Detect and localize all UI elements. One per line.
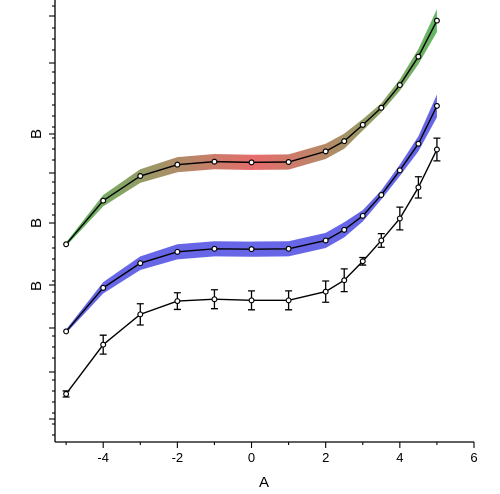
data-point [137,173,144,180]
y-axis-title-lower: B [28,281,45,291]
data-point [396,167,403,174]
axes: -4 -2 0 2 4 6 [49,0,478,465]
data-point [174,248,181,255]
data-point [433,146,440,153]
x-tick-label: 2 [322,450,329,465]
data-point [359,121,366,128]
y-axis-title-upper: B [28,129,45,139]
data-point [378,237,385,244]
data-point [248,297,255,304]
data-point [341,226,348,233]
data-point [322,237,329,244]
data-point [433,17,440,24]
data-point [396,82,403,89]
x-axis-title: A [259,474,269,491]
data-point [285,297,292,304]
data-point [341,138,348,145]
data-point [341,277,348,284]
data-markers [63,17,440,397]
data-point [100,284,107,291]
data-point [137,311,144,318]
data-point [322,288,329,295]
error-bands [66,9,437,334]
x-tick-label: 0 [248,450,255,465]
data-point [359,212,366,219]
x-tick-label: -2 [172,450,184,465]
data-point [378,104,385,111]
error-bars [62,137,441,398]
data-point [211,158,218,165]
x-tick-label: 4 [396,450,403,465]
data-point [63,241,70,248]
data-point [100,197,107,204]
data-point [211,245,218,252]
data-point [433,102,440,109]
x-tick-label: -4 [97,450,109,465]
series-line-1 [65,20,438,245]
data-point [415,53,422,60]
series-lines [65,20,438,395]
x-tick-label: 6 [470,450,477,465]
data-point [359,258,366,265]
data-point [248,246,255,253]
data-point [415,140,422,147]
series-line-2 [65,105,438,332]
y-axis-title-middle: B [28,218,45,228]
data-point [100,341,107,348]
data-point [211,296,218,303]
data-point [396,215,403,222]
data-point [415,184,422,191]
data-point [285,245,292,252]
error-band-series-1 [66,9,437,247]
axis-labels: A B B B [28,129,269,491]
data-point [137,260,144,267]
series-line-3 [65,149,438,395]
data-point [63,390,70,397]
data-point [174,298,181,305]
data-point [285,158,292,165]
data-point [378,191,385,198]
data-point [174,161,181,168]
data-point [322,148,329,155]
data-point [248,159,255,166]
data-point [63,328,70,335]
